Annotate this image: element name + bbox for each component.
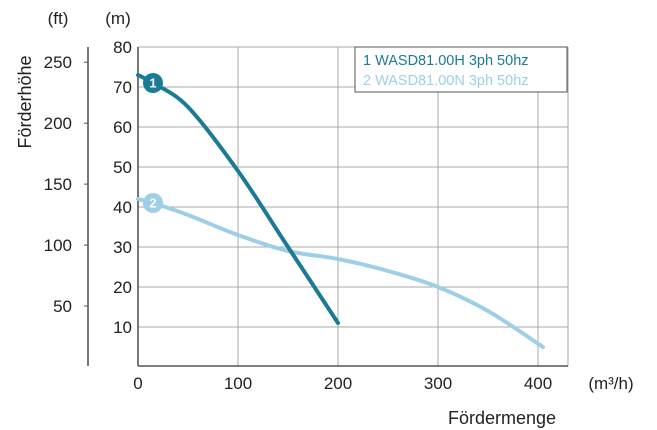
legend-box: [354, 46, 568, 93]
y-tick-label-ft-50: 50: [53, 297, 72, 316]
y-tick-label-m-50: 50: [113, 158, 132, 177]
y-tick-label-m-30: 30: [113, 238, 132, 257]
y-axis-title: Förderhöhe: [15, 55, 35, 148]
y-tick-label-ft-250: 250: [44, 53, 72, 72]
grid: [138, 46, 569, 366]
series-marker-1: [143, 73, 163, 93]
legend-item-1: 1 WASD81.00H 3ph 50hz: [363, 53, 529, 69]
x-tick-label-0: 0: [133, 374, 142, 393]
x-tick-label-200: 200: [324, 374, 352, 393]
y-unit-left: (ft): [48, 9, 69, 28]
series-marker-label-2: 2: [149, 196, 156, 211]
y-tick-label-m-40: 40: [113, 198, 132, 217]
series: [136, 73, 545, 349]
x-axis-title: Fördermenge: [448, 408, 556, 428]
x-tick-label-400: 400: [524, 374, 552, 393]
y-unit-right: (m): [105, 9, 130, 28]
legend-item-2: 2 WASD81.00N 3ph 50hz: [363, 73, 529, 89]
x-unit: (m³/h): [588, 374, 633, 393]
y-tick-label-ft-200: 200: [44, 114, 72, 133]
y-tick-label-m-60: 60: [113, 118, 132, 137]
legend: 1 WASD81.00H 3ph 50hz 2 WASD81.00N 3ph 5…: [354, 46, 568, 93]
tick-labels: 0 100 200 300 400 10 20 30 40 50 60 70 80 50 100 150 200…: [44, 38, 553, 393]
series-marker-2: [143, 193, 163, 213]
series-line-2: [136, 197, 545, 349]
series-marker-label-1: 1: [149, 76, 156, 91]
x-tick-label-300: 300: [424, 374, 452, 393]
y-tick-label-m-10: 10: [113, 318, 132, 337]
y-tick-label-m-70: 70: [113, 78, 132, 97]
series-markers: 12: [143, 73, 163, 213]
y-tick-label-m-80: 80: [113, 38, 132, 57]
y-tick-label-m-20: 20: [113, 278, 132, 297]
axes: [84, 47, 568, 367]
y-tick-label-ft-150: 150: [44, 175, 72, 194]
x-tick-label-100: 100: [224, 374, 252, 393]
y-tick-label-ft-100: 100: [44, 236, 72, 255]
